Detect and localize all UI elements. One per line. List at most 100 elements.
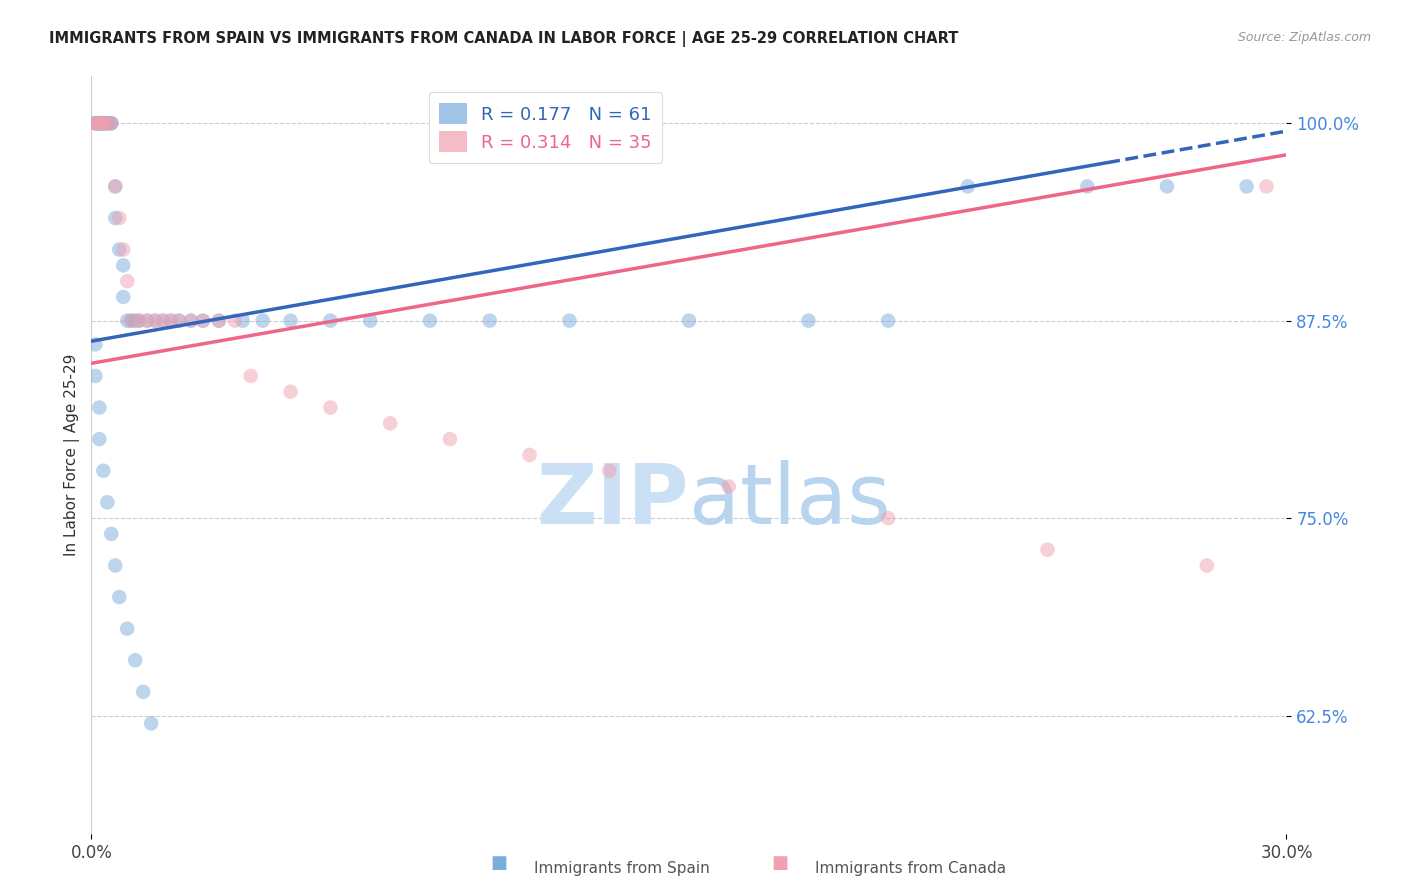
Point: [93, 116, 115, 130]
Point: [143, 313, 166, 327]
Point: [167, 313, 190, 327]
Point: [100, 116, 122, 130]
Point: [252, 313, 274, 327]
Point: [519, 448, 541, 462]
Point: [128, 313, 150, 327]
Point: [96, 495, 118, 509]
Point: [112, 243, 135, 257]
Point: [104, 558, 127, 573]
Text: ■: ■: [772, 855, 789, 872]
Text: Immigrants from Spain: Immigrants from Spain: [534, 861, 710, 876]
Point: [280, 384, 302, 399]
Text: ■: ■: [491, 855, 508, 872]
Point: [124, 313, 146, 327]
Point: [96, 116, 118, 130]
Point: [319, 401, 342, 415]
Point: [108, 590, 131, 604]
Point: [877, 313, 900, 327]
Point: [89, 116, 111, 130]
Point: [478, 313, 501, 327]
Point: [115, 274, 138, 288]
Y-axis label: In Labor Force | Age 25-29: In Labor Force | Age 25-29: [65, 354, 80, 556]
Text: Immigrants from Canada: Immigrants from Canada: [815, 861, 1007, 876]
Point: [132, 685, 155, 699]
Point: [128, 313, 150, 327]
Point: [1195, 558, 1218, 573]
Point: [160, 313, 183, 327]
Legend: R = 0.177   N = 61, R = 0.314   N = 35: R = 0.177 N = 61, R = 0.314 N = 35: [429, 93, 662, 163]
Point: [678, 313, 700, 327]
Point: [191, 313, 214, 327]
Point: [143, 313, 166, 327]
Point: [1076, 179, 1098, 194]
Point: [136, 313, 159, 327]
Point: [93, 116, 115, 130]
Point: [180, 313, 202, 327]
Point: [224, 313, 246, 327]
Point: [1036, 542, 1059, 557]
Point: [1236, 179, 1258, 194]
Point: [112, 290, 135, 304]
Point: [120, 313, 142, 327]
Text: IMMIGRANTS FROM SPAIN VS IMMIGRANTS FROM CANADA IN LABOR FORCE | AGE 25-29 CORRE: IMMIGRANTS FROM SPAIN VS IMMIGRANTS FROM…: [49, 31, 959, 47]
Point: [89, 116, 111, 130]
Point: [112, 258, 135, 272]
Point: [558, 313, 581, 327]
Point: [167, 313, 190, 327]
Point: [89, 432, 111, 446]
Point: [160, 313, 183, 327]
Point: [104, 211, 127, 225]
Text: ZIP: ZIP: [537, 460, 689, 541]
Point: [84, 337, 107, 351]
Point: [89, 116, 111, 130]
Point: [717, 479, 740, 493]
Point: [359, 313, 381, 327]
Point: [419, 313, 441, 327]
Point: [115, 313, 138, 327]
Point: [104, 179, 127, 194]
Point: [152, 313, 174, 327]
Point: [96, 116, 118, 130]
Text: Source: ZipAtlas.com: Source: ZipAtlas.com: [1237, 31, 1371, 45]
Point: [84, 116, 107, 130]
Point: [1256, 179, 1278, 194]
Point: [956, 179, 979, 194]
Point: [124, 653, 146, 667]
Point: [108, 243, 131, 257]
Point: [319, 313, 342, 327]
Point: [93, 116, 115, 130]
Point: [598, 464, 620, 478]
Point: [96, 116, 118, 130]
Point: [89, 401, 111, 415]
Point: [120, 313, 142, 327]
Point: [239, 368, 262, 383]
Point: [93, 116, 115, 130]
Point: [1156, 179, 1178, 194]
Point: [89, 116, 111, 130]
Point: [208, 313, 231, 327]
Point: [180, 313, 202, 327]
Point: [232, 313, 254, 327]
Point: [89, 116, 111, 130]
Point: [89, 116, 111, 130]
Point: [797, 313, 820, 327]
Point: [208, 313, 231, 327]
Point: [108, 211, 131, 225]
Point: [191, 313, 214, 327]
Point: [89, 116, 111, 130]
Point: [104, 179, 127, 194]
Point: [84, 368, 107, 383]
Point: [280, 313, 302, 327]
Point: [100, 527, 122, 541]
Point: [100, 116, 122, 130]
Point: [877, 511, 900, 525]
Point: [84, 116, 107, 130]
Point: [378, 417, 402, 431]
Point: [100, 116, 122, 130]
Point: [115, 622, 138, 636]
Point: [96, 116, 118, 130]
Point: [141, 716, 162, 731]
Point: [93, 116, 115, 130]
Point: [152, 313, 174, 327]
Point: [93, 116, 115, 130]
